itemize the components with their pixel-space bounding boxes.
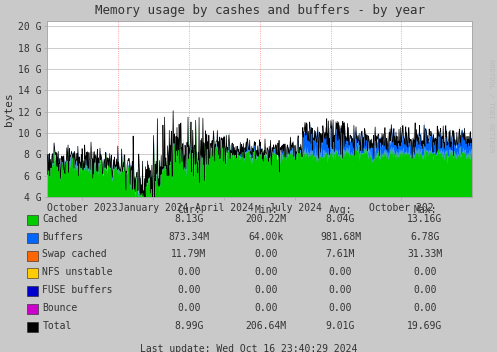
Title: Memory usage by cashes and buffers - by year: Memory usage by cashes and buffers - by …: [95, 4, 424, 17]
Text: 8.04G: 8.04G: [326, 214, 355, 224]
Text: Avg:: Avg:: [329, 205, 352, 215]
Bar: [27, 322, 38, 332]
Text: 64.00k: 64.00k: [248, 232, 283, 241]
Text: 0.00: 0.00: [413, 285, 437, 295]
Text: Buffers: Buffers: [42, 232, 83, 241]
Text: 206.64M: 206.64M: [246, 321, 286, 331]
Text: 8.99G: 8.99G: [174, 321, 204, 331]
Text: 19.69G: 19.69G: [408, 321, 442, 331]
Text: FUSE buffers: FUSE buffers: [42, 285, 113, 295]
Text: 200.22M: 200.22M: [246, 214, 286, 224]
Text: 11.79M: 11.79M: [171, 250, 206, 259]
Text: 31.33M: 31.33M: [408, 250, 442, 259]
Text: Total: Total: [42, 321, 72, 331]
Bar: [27, 286, 38, 296]
Text: 873.34M: 873.34M: [168, 232, 209, 241]
Text: 0.00: 0.00: [329, 267, 352, 277]
Text: 981.68M: 981.68M: [320, 232, 361, 241]
Text: Max:: Max:: [413, 205, 437, 215]
Text: 0.00: 0.00: [177, 267, 201, 277]
Text: 8.13G: 8.13G: [174, 214, 204, 224]
Text: 9.01G: 9.01G: [326, 321, 355, 331]
Text: Last update: Wed Oct 16 23:40:29 2024: Last update: Wed Oct 16 23:40:29 2024: [140, 344, 357, 352]
Bar: [27, 215, 38, 225]
Y-axis label: bytes: bytes: [4, 92, 14, 126]
Text: 13.16G: 13.16G: [408, 214, 442, 224]
Text: Cached: Cached: [42, 214, 78, 224]
Text: 0.00: 0.00: [254, 285, 278, 295]
Bar: [27, 233, 38, 243]
Bar: [27, 251, 38, 260]
Text: Swap cached: Swap cached: [42, 250, 107, 259]
Text: 0.00: 0.00: [254, 303, 278, 313]
Text: Min:: Min:: [254, 205, 278, 215]
Bar: [27, 268, 38, 278]
Text: 0.00: 0.00: [177, 285, 201, 295]
Text: 6.78G: 6.78G: [410, 232, 440, 241]
Text: 7.61M: 7.61M: [326, 250, 355, 259]
Text: 0.00: 0.00: [329, 285, 352, 295]
Text: NFS unstable: NFS unstable: [42, 267, 113, 277]
Text: RRDTOOL / TOBI OETIKER: RRDTOOL / TOBI OETIKER: [488, 59, 494, 152]
Bar: [27, 304, 38, 314]
Text: Cur:: Cur:: [177, 205, 201, 215]
Text: 0.00: 0.00: [254, 267, 278, 277]
Text: 0.00: 0.00: [413, 303, 437, 313]
Text: 0.00: 0.00: [254, 250, 278, 259]
Text: 0.00: 0.00: [329, 303, 352, 313]
Text: Bounce: Bounce: [42, 303, 78, 313]
Text: 0.00: 0.00: [413, 267, 437, 277]
Text: 0.00: 0.00: [177, 303, 201, 313]
